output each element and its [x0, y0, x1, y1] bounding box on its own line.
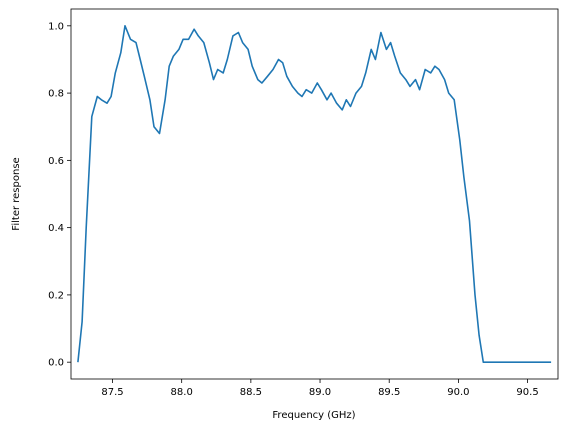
- x-tick-label: 87.5: [101, 387, 123, 398]
- x-tick-label: 89.5: [378, 387, 400, 398]
- y-axis: 0.0 0.2 0.4 0.6 0.8 1.0: [48, 21, 71, 369]
- series-layer: [77, 24, 552, 364]
- x-tick-label: 88.5: [240, 387, 262, 398]
- y-tick-label: 0.8: [48, 89, 64, 100]
- x-tick-label: 90.0: [447, 387, 469, 398]
- plot-area: [70, 8, 559, 380]
- y-tick-label: 0.2: [48, 290, 64, 301]
- x-axis-label: Frequency (GHz): [272, 410, 355, 421]
- x-tick-label: 89.0: [309, 387, 331, 398]
- x-tick-label: 88.0: [171, 387, 193, 398]
- y-tick-label: 1.0: [48, 21, 64, 32]
- plot-frame: [70, 8, 559, 380]
- y-tick-label: 0.0: [48, 358, 64, 369]
- y-tick-label: 0.4: [48, 223, 64, 234]
- y-axis-label: Filter response: [11, 157, 22, 230]
- x-axis: 87.5 88.0 88.5 89.0 89.5 90.0 90.5: [101, 379, 539, 398]
- y-tick-label: 0.6: [48, 156, 64, 167]
- x-tick-label: 90.5: [516, 387, 538, 398]
- filter-response-line: [77, 24, 552, 364]
